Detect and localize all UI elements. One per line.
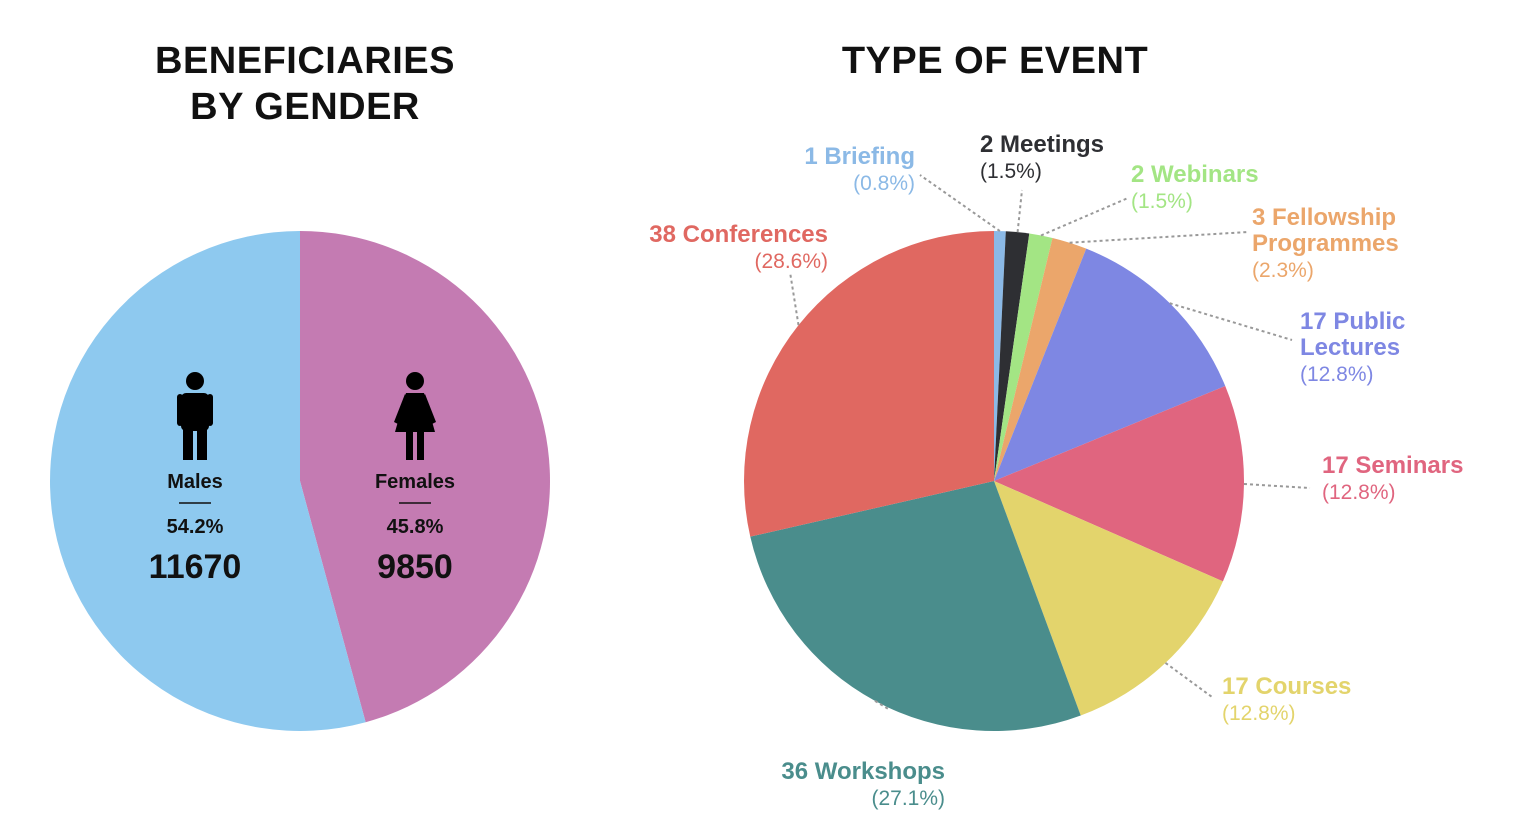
data-label: 1 Briefing — [804, 143, 915, 170]
slice-females — [300, 231, 551, 723]
leader-line — [1243, 483, 1311, 489]
slice-conferences — [744, 231, 994, 537]
leader-line — [1069, 231, 1249, 244]
females-value: 9850 — [377, 548, 453, 586]
slice-briefing — [994, 231, 1006, 481]
gender-title-line-1: BENEFICIARIES — [155, 40, 455, 82]
males-label: Males — [167, 471, 223, 493]
gender-chart-title: BENEFICIARIES BY GENDER — [140, 38, 470, 130]
leader-line — [919, 174, 1001, 232]
slice-webinars — [994, 233, 1053, 481]
leader-line — [1016, 189, 1023, 233]
arm-right — [422, 394, 436, 424]
males-icon — [177, 372, 213, 460]
percent-label: (2.3%) — [1252, 259, 1314, 282]
percent-label: (12.8%) — [1300, 363, 1374, 386]
leader-line — [789, 271, 800, 326]
slice-males — [50, 231, 366, 731]
slice-seminars — [994, 386, 1244, 582]
torso — [181, 393, 209, 431]
data-label: 3 Fellowship — [1252, 204, 1396, 231]
head — [186, 372, 204, 390]
slice-public-lectures — [994, 248, 1226, 481]
slice-meetings — [994, 231, 1030, 481]
leader-line — [874, 700, 891, 711]
gender-title-line-2: BY GENDER — [190, 86, 420, 128]
percent-label: (0.8%) — [853, 172, 915, 195]
percent-label: (27.1%) — [871, 787, 945, 810]
data-label: Lectures — [1300, 334, 1400, 361]
data-label: 38 Conferences — [649, 221, 828, 248]
percent-label: (12.8%) — [1322, 481, 1396, 504]
males-value: 11670 — [149, 548, 242, 586]
percent-label: (1.5%) — [1131, 190, 1193, 213]
leg-right — [197, 427, 207, 460]
percent-label: (12.8%) — [1222, 702, 1296, 725]
leg-right — [417, 430, 424, 460]
data-label: 17 Seminars — [1322, 452, 1463, 479]
data-label: 17 Courses — [1222, 673, 1351, 700]
females-label: Females — [375, 471, 455, 493]
event-chart-title: TYPE OF EVENT — [841, 40, 1149, 82]
head — [406, 372, 424, 390]
data-label: 2 Meetings — [980, 131, 1104, 158]
leg-left — [406, 430, 413, 460]
females-icon — [394, 372, 436, 460]
arm-right — [207, 394, 213, 426]
females-percent: 45.8% — [387, 516, 444, 538]
leader-line — [1040, 197, 1129, 237]
data-label: 17 Public — [1300, 308, 1405, 335]
data-label: 36 Workshops — [781, 758, 945, 785]
males-percent: 54.2% — [167, 516, 224, 538]
arm-left — [177, 394, 183, 426]
slice-workshops — [750, 481, 1081, 731]
arm-left — [394, 394, 408, 424]
leg-left — [183, 427, 193, 460]
data-label: Programmes — [1252, 230, 1399, 257]
slice-courses — [994, 481, 1223, 716]
percent-label: (1.5%) — [980, 160, 1042, 183]
percent-label: (28.6%) — [754, 250, 828, 273]
slice-fellowship-programmes — [994, 237, 1087, 481]
leader-line — [1164, 662, 1213, 698]
data-label: 2 Webinars — [1131, 161, 1259, 188]
